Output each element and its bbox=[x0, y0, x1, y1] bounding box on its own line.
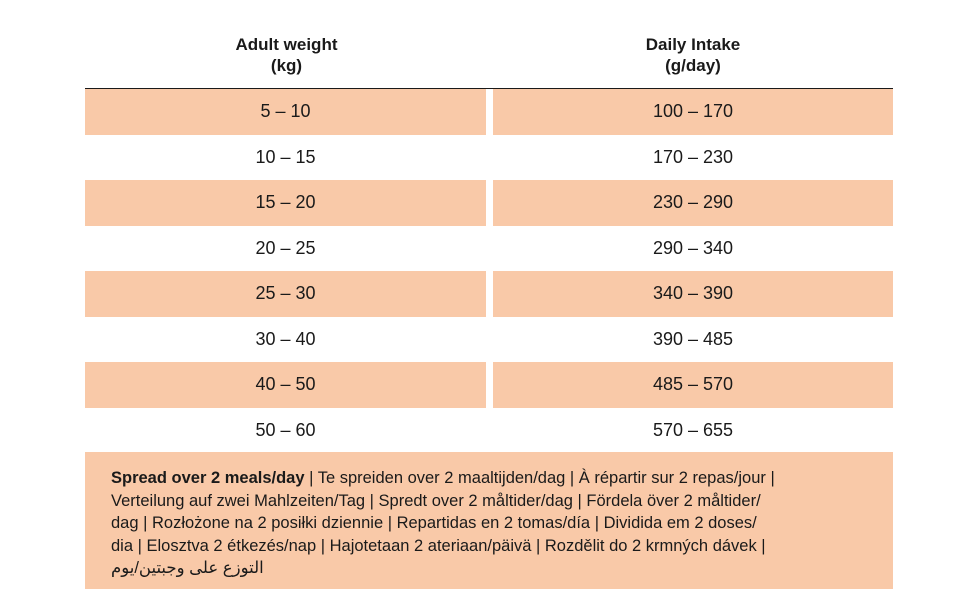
note-line4: dia | Elosztva 2 étkezés/nap | Hajotetaa… bbox=[111, 536, 766, 555]
note-arabic-line: التوزع على وجبتين/يوم bbox=[111, 559, 264, 577]
intake-cell: 170 – 230 bbox=[652, 146, 734, 167]
weight-cell: 10 – 15 bbox=[255, 146, 316, 167]
feeding-note: Spread over 2 meals/day | Te spreiden ov… bbox=[85, 452, 893, 589]
intake-cell: 100 – 170 bbox=[493, 89, 893, 135]
table-row: 40 – 50 485 – 570 bbox=[85, 362, 893, 408]
header-adult-weight-unit: (kg) bbox=[270, 56, 303, 75]
note-line3: dag | Rozłożone na 2 posiłki dziennie | … bbox=[111, 514, 757, 532]
intake-cell: 485 – 570 bbox=[493, 362, 893, 408]
weight-cell: 40 – 50 bbox=[85, 362, 486, 408]
weight-cell: 5 – 10 bbox=[85, 89, 486, 135]
note-bold-text: Spread over 2 meals/day bbox=[111, 469, 305, 487]
header-daily-intake-unit: (g/day) bbox=[665, 56, 721, 75]
note-line1: | Te spreiden over 2 maaltijden/dag | À … bbox=[304, 469, 775, 487]
header-daily-intake-label: Daily Intake bbox=[645, 35, 741, 54]
table-row: 5 – 10 100 – 170 bbox=[85, 89, 893, 135]
header-adult-weight-label: Adult weight bbox=[235, 35, 338, 54]
table-row: 10 – 15 170 – 230 bbox=[85, 135, 893, 181]
intake-cell: 230 – 290 bbox=[493, 180, 893, 226]
header-divider bbox=[85, 88, 893, 89]
table-row: 50 – 60 570 – 655 bbox=[85, 408, 893, 454]
weight-cell: 25 – 30 bbox=[85, 271, 486, 317]
header-adult-weight: Adult weight (kg) bbox=[85, 34, 488, 76]
weight-cell: 30 – 40 bbox=[255, 328, 316, 349]
table-header: Adult weight (kg) Daily Intake (g/day) bbox=[85, 34, 893, 88]
table-body: 5 – 10 100 – 170 10 – 15 170 – 230 15 – 20 23… bbox=[85, 89, 893, 453]
header-daily-intake: Daily Intake (g/day) bbox=[493, 34, 893, 76]
table-row: 25 – 30 340 – 390 bbox=[85, 271, 893, 317]
intake-cell: 340 – 390 bbox=[493, 271, 893, 317]
table-row: 20 – 25 290 – 340 bbox=[85, 226, 893, 272]
intake-cell: 570 – 655 bbox=[652, 419, 734, 440]
intake-cell: 290 – 340 bbox=[652, 237, 734, 258]
intake-cell: 390 – 485 bbox=[652, 328, 734, 349]
weight-cell: 50 – 60 bbox=[255, 419, 316, 440]
weight-cell: 15 – 20 bbox=[85, 180, 486, 226]
table-row: 15 – 20 230 – 290 bbox=[85, 180, 893, 226]
weight-cell: 20 – 25 bbox=[255, 237, 316, 258]
note-line2: Verteilung auf zwei Mahlzeiten/Tag | Spr… bbox=[111, 491, 761, 510]
table-row: 30 – 40 390 – 485 bbox=[85, 317, 893, 363]
